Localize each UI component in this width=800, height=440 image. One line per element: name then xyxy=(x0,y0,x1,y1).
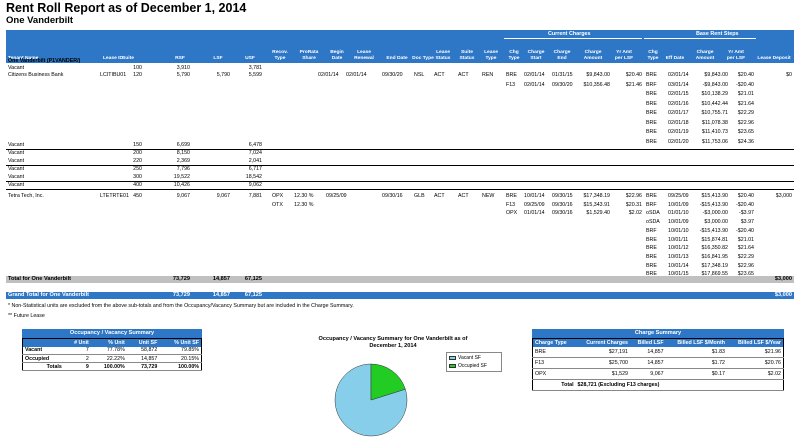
table-row: Totals 9 100.00% 73,729 100.00% xyxy=(22,362,202,371)
column-header: Charge Start xyxy=(527,50,545,61)
column-header: Lease Status xyxy=(435,50,451,61)
table-row: BRF 10/01/10 -$15,413.90 -$20.40 xyxy=(646,227,754,234)
occupancy-title: Occupancy / Vacancy Summary xyxy=(22,329,202,338)
column-header: Yr Amt per LSF xyxy=(726,50,746,61)
row-separator xyxy=(6,181,794,182)
table-row: Vacant 220 2,369 2,041 xyxy=(8,158,262,164)
table-row: BRE 02/01/15 $10,138.29 $21.01 xyxy=(646,91,754,97)
charge-summary-title: Charge Summary xyxy=(532,329,784,338)
column-header: Lease Renewal xyxy=(354,50,374,61)
table-row: Vacant 400 10,426 9,062 xyxy=(8,182,262,188)
table-row: F13 $25,700 14,857 $1.72 $20.76 xyxy=(532,357,784,369)
total-row: Total for One Vanderbilt 73,729 14,857 6… xyxy=(6,276,794,283)
table-row: oSDA 01/01/10 -$3,000.00 -$3.97 OPX 01/01/14 0… xyxy=(506,210,754,217)
row-separator xyxy=(6,165,794,166)
table-row: Occupied 2 22.22% 14,857 20.15% xyxy=(22,354,202,363)
column-header: ProRata Share xyxy=(299,50,319,61)
occupancy-pie-chart xyxy=(334,363,408,437)
column-header: RSF xyxy=(175,56,185,61)
table-row: Tetra Tech, Inc. LTETRTE01 450 9,067 9,067 7,… xyxy=(8,193,792,199)
column-header: Eff Date xyxy=(665,56,685,61)
column-header: Lease Type xyxy=(484,50,498,61)
table-row: BRE 10/01/13 $16,841.95 $22.29 xyxy=(646,253,754,260)
column-header: Lease Deposit xyxy=(757,56,791,61)
report-subtitle: One Vanderbilt xyxy=(6,15,74,26)
property-group: One Vanderbilt (P1VANDER/) xyxy=(8,58,81,64)
column-header: Doc Type xyxy=(412,56,434,61)
report-title: Rent Roll Report as of December 1, 2014 xyxy=(6,1,247,15)
table-row: Vacant 300 19,522 18,542 xyxy=(8,174,262,180)
table-header: Current Charges Base Rent Steps Tenant N… xyxy=(6,30,794,63)
column-header: Charge Amount xyxy=(695,50,715,61)
row-separator xyxy=(6,149,794,150)
column-header: Yr Amt per LSF xyxy=(614,50,634,61)
table-row: BRE 10/01/15 $17,869.55 $23.65 xyxy=(646,271,754,278)
column-header: Recov. Type xyxy=(272,50,288,61)
table-row: BRE $27,191 14,857 $1.83 $21.96 xyxy=(532,346,784,358)
charge-summary-table: Charge Type Current Charges Billed LSF B… xyxy=(532,338,784,391)
column-header: Begin Date xyxy=(330,50,344,61)
row-separator xyxy=(6,189,794,190)
table-row: Vacant 150 6,699 6,478 xyxy=(8,142,262,148)
chart-legend: Vacant SF Occupied SF xyxy=(446,352,502,372)
column-header: LSF xyxy=(213,56,223,61)
legend-item-vacant: Vacant SF xyxy=(449,355,501,361)
table-row: Citizens Business Bank LCITIBU01 120 5,790 5… xyxy=(8,72,792,78)
table-row: BRE 02/01/17 $10,755.71 $22.29 xyxy=(646,110,754,116)
column-header: Chg Type xyxy=(508,50,520,61)
table-row: BRF 03/01/14 -$9,843.00 -$20.40 F13 02/01/14 0… xyxy=(506,81,754,88)
column-header: Chg Type xyxy=(647,50,659,61)
table-row: BRE 02/01/20 $11,753.06 $24.36 xyxy=(646,138,754,145)
footnote-1: * Non-Statistical units are excluded fro… xyxy=(8,303,354,309)
column-header: Charge Amount xyxy=(583,50,603,61)
grand-total-row: Grand Total for One Vanderbilt 73,729 14… xyxy=(6,292,794,299)
current-charges-label: Current Charges xyxy=(548,31,591,37)
table-row: Vacant 100 3,910 3,781 xyxy=(8,65,262,71)
table-row: OPX $1,529 9,067 $0.17 $2.02 xyxy=(532,368,784,380)
footnote-2: ** Future Lease xyxy=(8,313,45,319)
table-row: Vacant 250 7,796 6,717 xyxy=(8,166,262,172)
table-row: BRE 10/01/14 $17,348.19 $22.96 xyxy=(646,262,754,269)
table-row: BRE 02/01/18 $11,078.38 $22.96 xyxy=(646,119,754,126)
legend-item-occupied: Occupied SF xyxy=(449,363,501,369)
column-header: USF xyxy=(245,56,255,61)
column-header: Lease ID xyxy=(102,56,124,61)
column-header: Charge End xyxy=(553,50,571,61)
table-row: BRE 02/01/16 $10,442.44 $21.64 xyxy=(646,100,754,107)
pie-slice-occupied xyxy=(370,363,406,401)
column-header: Tenant Name xyxy=(8,56,39,61)
table-row: oSDA 10/01/09 $3,000.00 $3.97 xyxy=(646,219,754,226)
table-row: BRE 10/01/11 $15,874.81 $21.01 xyxy=(646,236,754,243)
base-rent-steps-label: Base Rent Steps xyxy=(696,31,739,37)
table-row: BRE 02/01/19 $11,410.73 $23.65 xyxy=(646,129,754,135)
table-row: Vacant 7 77.78% 58,872 79.85% xyxy=(22,346,202,355)
table-row: Vacant 200 8,150 7,024 xyxy=(8,150,262,156)
table-row: Total $28,721 (Excluding F13 charges) xyxy=(532,379,784,391)
column-header: End Date xyxy=(386,56,408,61)
column-header: Suite xyxy=(122,56,134,61)
chart-title: Occupancy / Vacancy Summary for One Vand… xyxy=(318,336,468,349)
occupancy-table: # Unit % Unit Unit SF % Unit SF Vacant 7 7… xyxy=(22,338,202,371)
table-row: BRE 10/01/12 $16,350.82 $21.64 xyxy=(646,245,754,252)
column-header: Suite Status xyxy=(459,50,475,61)
table-row: BRF 10/01/09 -$15,413.90 -$20.40 F13 09/25/09… xyxy=(272,201,754,208)
